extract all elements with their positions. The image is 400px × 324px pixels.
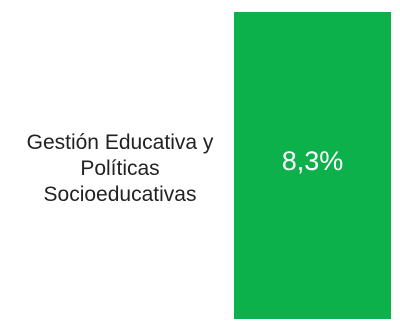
category-label: Gestión Educativa y Políticas Socioeduca… [26, 131, 214, 206]
bar: 8,3% [234, 12, 391, 319]
bar-value-label: 8,3% [281, 146, 344, 176]
